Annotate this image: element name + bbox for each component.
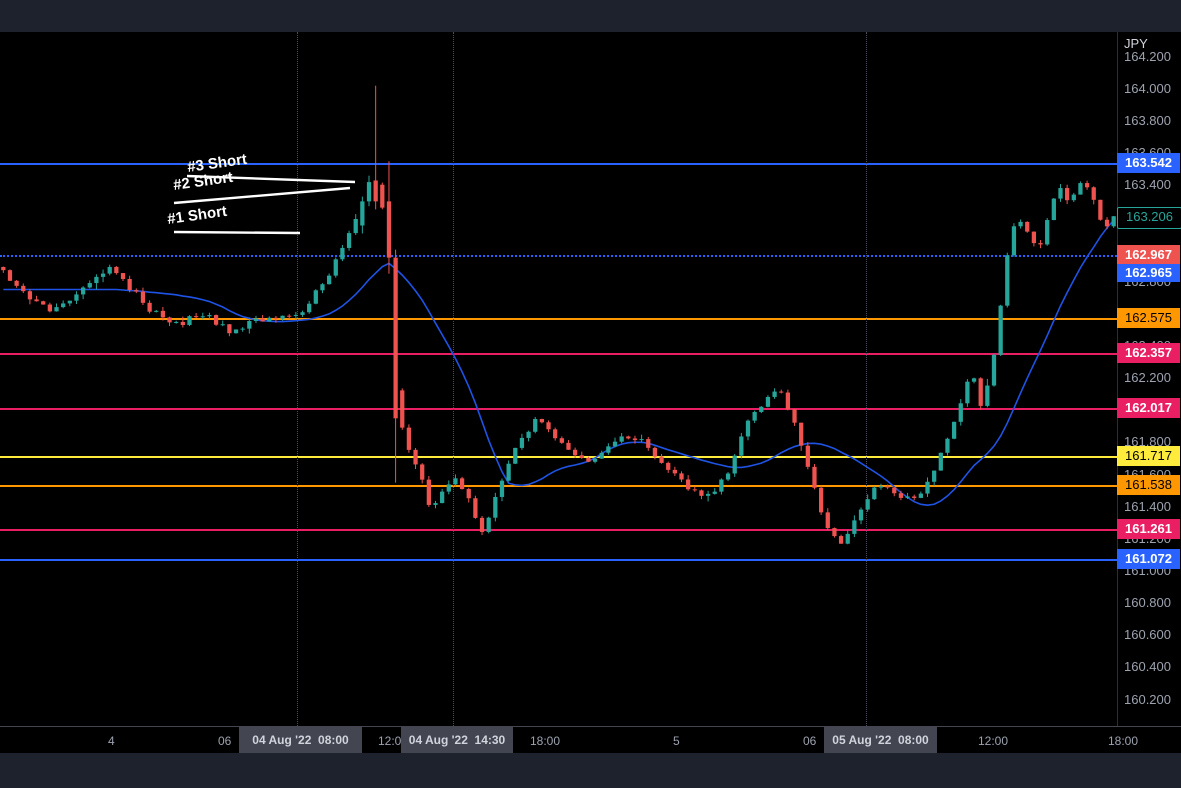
svg-text:#2 Short: #2 Short <box>172 169 234 194</box>
svg-text:#1 Short: #1 Short <box>166 203 228 228</box>
